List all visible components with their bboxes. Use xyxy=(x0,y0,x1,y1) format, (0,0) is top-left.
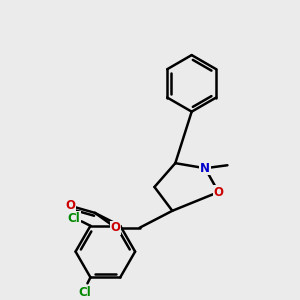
Text: N: N xyxy=(200,162,210,175)
Text: O: O xyxy=(111,221,121,234)
Text: O: O xyxy=(214,185,224,199)
Text: O: O xyxy=(65,199,76,212)
Text: Cl: Cl xyxy=(78,286,91,299)
Text: Cl: Cl xyxy=(68,212,80,225)
